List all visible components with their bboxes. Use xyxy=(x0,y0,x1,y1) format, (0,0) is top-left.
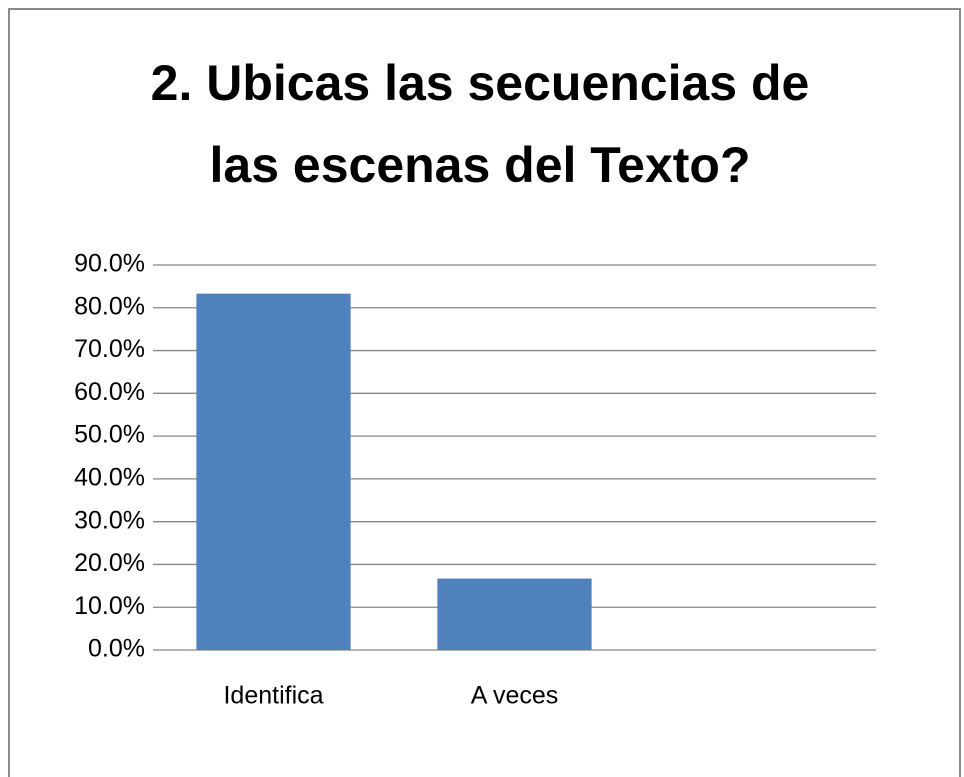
x-tick-label: A veces xyxy=(471,682,559,710)
bar xyxy=(437,578,592,650)
y-tick-label: 70.0% xyxy=(74,335,145,363)
y-tick-label: 50.0% xyxy=(74,421,145,449)
chart-border xyxy=(8,8,961,777)
y-tick-label: 90.0% xyxy=(74,250,145,278)
bar xyxy=(196,293,351,650)
y-tick-label: 60.0% xyxy=(74,378,145,406)
y-tick-label: 80.0% xyxy=(74,292,145,320)
y-tick-label: 30.0% xyxy=(74,506,145,534)
y-tick-label: 0.0% xyxy=(88,635,145,663)
y-tick-label: 10.0% xyxy=(74,592,145,620)
chart-title: 2. Ubicas las secuencias de las escenas … xyxy=(150,55,810,193)
y-tick-label: 20.0% xyxy=(74,549,145,577)
x-tick-label: Identifica xyxy=(223,682,323,710)
y-tick-label: 40.0% xyxy=(74,463,145,491)
